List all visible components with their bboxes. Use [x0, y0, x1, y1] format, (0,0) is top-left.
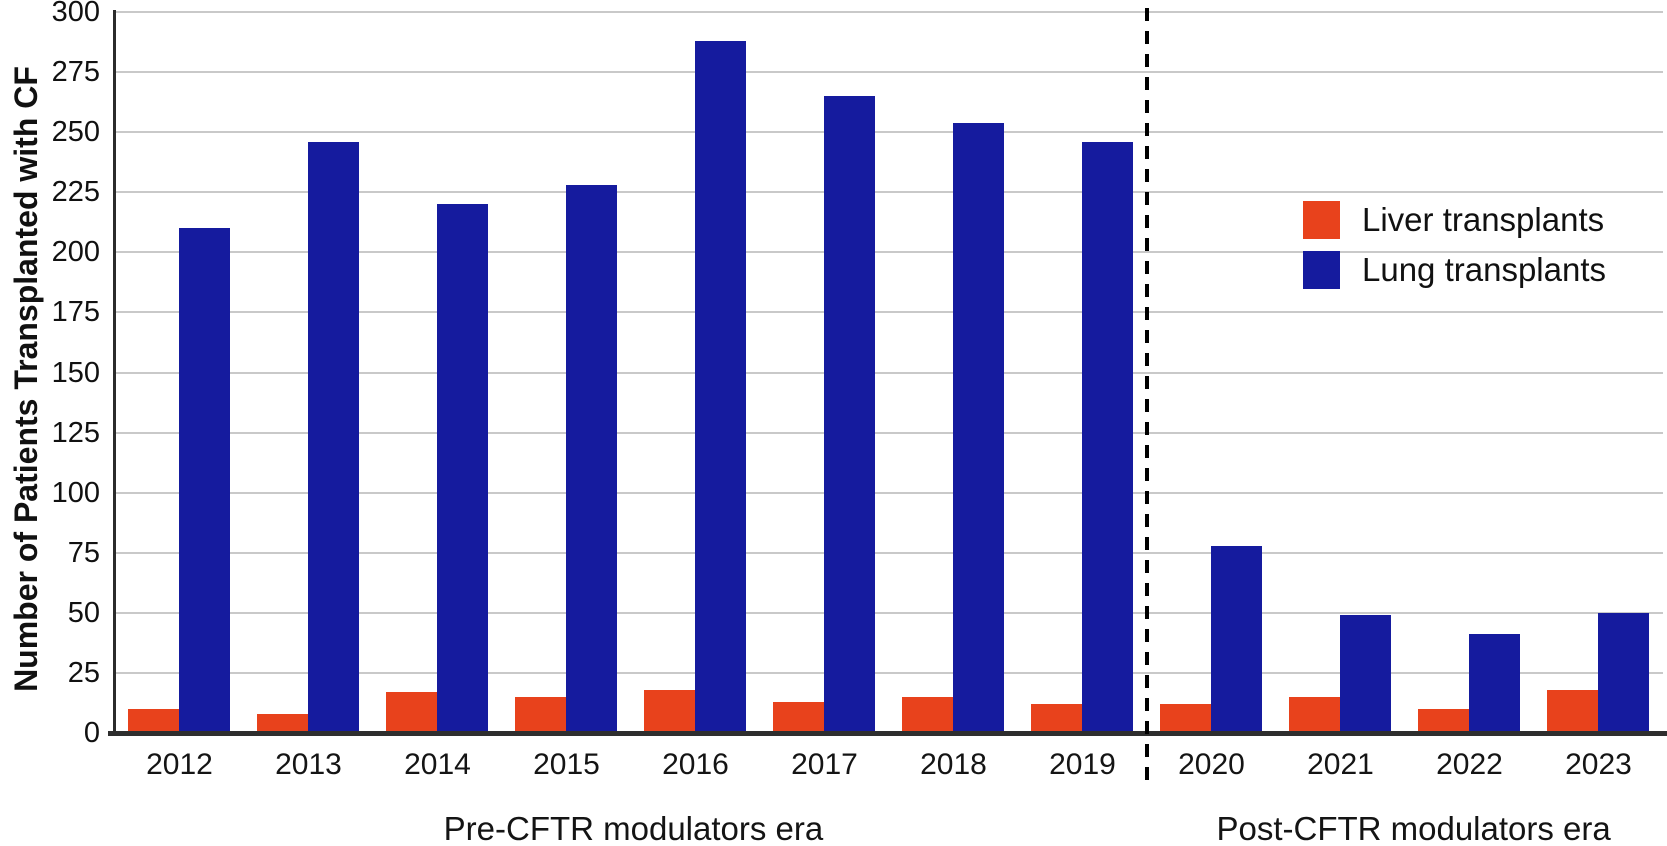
- year-label-2019: 2019: [1049, 748, 1116, 781]
- year-label-2022: 2022: [1436, 748, 1503, 781]
- gridline-25: [115, 671, 1663, 674]
- lung-bar-2021: [1340, 615, 1391, 733]
- y-tick-label-125: 125: [51, 416, 100, 449]
- bar-group-2014: [373, 12, 502, 733]
- liver-bar-2015: [515, 696, 566, 733]
- liver-bar-2019: [1031, 704, 1082, 733]
- plot-area: [115, 11, 1663, 733]
- lung-bar-2022: [1469, 634, 1520, 733]
- year-label-2020: 2020: [1178, 748, 1245, 781]
- liver-bar-2021: [1289, 696, 1340, 733]
- bar-group-2016: [631, 12, 760, 733]
- era-divider-dashed-line: [1145, 8, 1149, 788]
- y-tick-label-275: 275: [51, 56, 100, 89]
- year-label-2012: 2012: [146, 748, 213, 781]
- year-label-2015: 2015: [533, 748, 600, 781]
- x-axis-line: [108, 731, 1667, 736]
- lung-bar-2023: [1598, 612, 1649, 733]
- gridline-150: [115, 371, 1663, 374]
- year-label-2016: 2016: [662, 748, 729, 781]
- legend-label-lung: Lung transplants: [1362, 251, 1607, 288]
- bar-group-2015: [502, 12, 631, 733]
- bar-group-2018: [889, 12, 1018, 733]
- lung-bar-2019: [1082, 141, 1133, 733]
- liver-bar-2013: [257, 713, 308, 733]
- bar-group-2020: [1147, 12, 1276, 733]
- y-tick-label-100: 100: [51, 476, 100, 509]
- legend-item-liver: Liver transplants: [1303, 199, 1606, 241]
- gridline-275: [115, 71, 1663, 74]
- lung-bar-2015: [566, 185, 617, 733]
- liver-bar-2014: [386, 692, 437, 733]
- bar-group-2022: [1405, 12, 1534, 733]
- lung-bar-2016: [695, 40, 746, 733]
- y-tick-label-75: 75: [67, 536, 100, 569]
- lung-bar-2014: [437, 204, 488, 733]
- lung-bar-2020: [1211, 545, 1262, 733]
- liver-bar-2016: [644, 689, 695, 733]
- gridline-300: [115, 11, 1663, 13]
- bar-group-2023: [1534, 12, 1663, 733]
- y-tick-label-175: 175: [51, 296, 100, 329]
- pre-era-label: Pre-CFTR modulators era: [443, 810, 824, 846]
- liver-bar-2020: [1160, 704, 1211, 733]
- legend-item-lung: Lung transplants: [1303, 249, 1606, 291]
- gridline-200: [115, 251, 1663, 254]
- bar-group-2019: [1018, 12, 1147, 733]
- y-tick-label-300: 300: [51, 0, 100, 28]
- post-era-label: Post-CFTR modulators era: [1216, 810, 1611, 846]
- liver-bar-2018: [902, 696, 953, 733]
- y-axis-line: [113, 10, 116, 733]
- gridline-50: [115, 611, 1663, 614]
- y-tick-label-225: 225: [51, 176, 100, 209]
- legend-label-liver: Liver transplants: [1362, 201, 1605, 238]
- gridline-75: [115, 551, 1663, 554]
- liver-bar-2012: [128, 708, 179, 733]
- y-tick-label-150: 150: [51, 356, 100, 389]
- y-tick-label-50: 50: [67, 596, 100, 629]
- liver-bar-2017: [773, 701, 824, 733]
- year-label-2013: 2013: [275, 748, 342, 781]
- year-label-2017: 2017: [791, 748, 858, 781]
- lung-bar-2013: [308, 141, 359, 733]
- gridline-125: [115, 431, 1663, 434]
- y-tick-label-250: 250: [51, 116, 100, 149]
- year-label-2021: 2021: [1307, 748, 1374, 781]
- lung-bar-2017: [824, 96, 875, 733]
- legend: Liver transplants Lung transplants: [1303, 199, 1606, 299]
- bar-group-2013: [244, 12, 373, 733]
- year-label-2018: 2018: [920, 748, 987, 781]
- liver-bar-2022: [1418, 708, 1469, 733]
- bar-group-2021: [1276, 12, 1405, 733]
- gridline-225: [115, 191, 1663, 194]
- bar-group-2012: [115, 12, 244, 733]
- y-tick-label-200: 200: [51, 236, 100, 269]
- y-tick-label-25: 25: [67, 656, 100, 689]
- liver-swatch-icon: [1303, 201, 1340, 239]
- lung-bar-2012: [179, 228, 230, 733]
- bar-group-2017: [760, 12, 889, 733]
- lung-bar-2018: [953, 122, 1004, 733]
- lung-swatch-icon: [1303, 251, 1340, 289]
- gridline-175: [115, 311, 1663, 314]
- year-label-2014: 2014: [404, 748, 471, 781]
- liver-bar-2023: [1547, 689, 1598, 733]
- gridline-250: [115, 131, 1663, 134]
- gridline-100: [115, 491, 1663, 494]
- year-label-2023: 2023: [1565, 748, 1632, 781]
- y-tick-label-0: 0: [83, 717, 100, 749]
